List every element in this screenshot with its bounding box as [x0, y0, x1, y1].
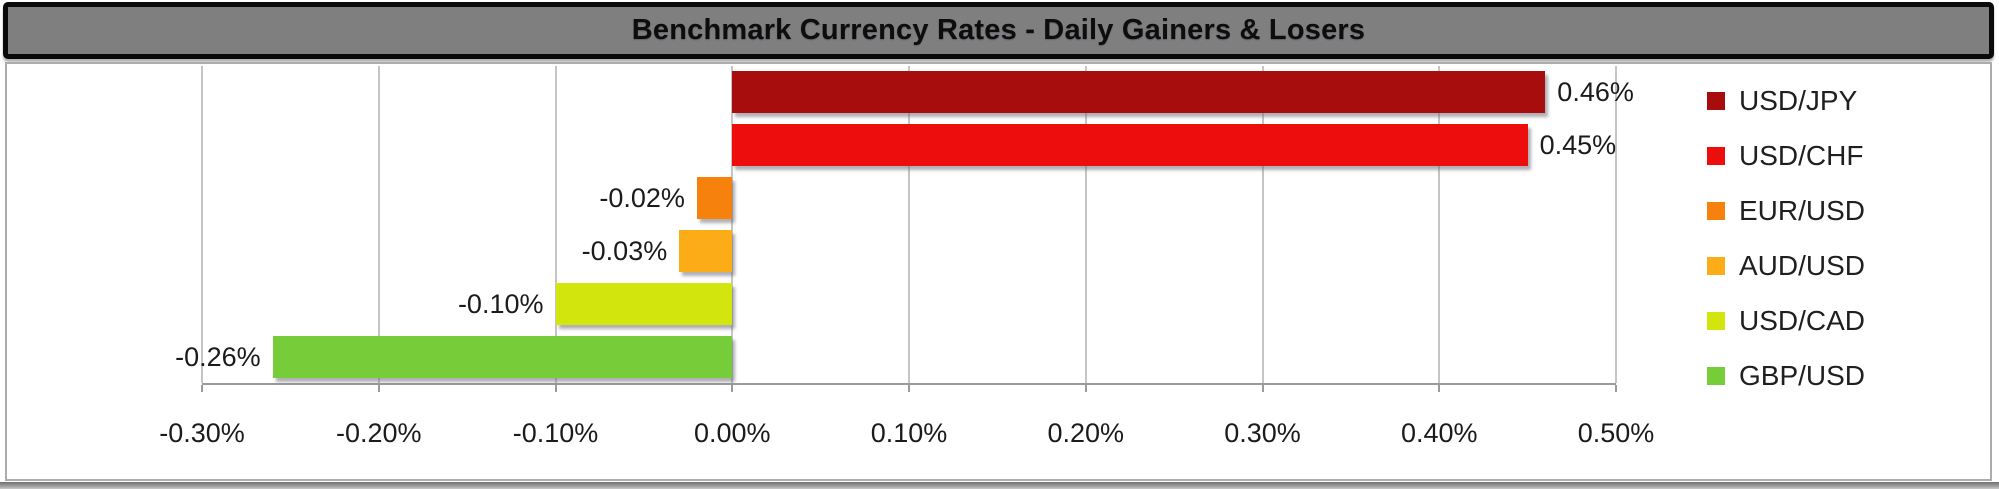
bar-value-label: -0.02%	[599, 183, 685, 214]
legend-item-eur-usd: EUR/USD	[1707, 196, 1865, 226]
bar-usd-jpy	[732, 71, 1546, 114]
axis-tick	[1084, 385, 1087, 392]
legend-label: USD/CHF	[1739, 140, 1864, 171]
legend-item-usd-cad: USD/CAD	[1707, 306, 1865, 336]
legend-swatch-icon	[1707, 312, 1725, 330]
legend-item-gbp-usd: GBP/USD	[1707, 361, 1865, 391]
axis-tick	[1615, 385, 1617, 392]
next-section-top-edge	[0, 482, 1999, 489]
x-axis: -0.30% -0.20% -0.10% 0.00% 0.10% 0.20% 0.30% 0.…	[159, 417, 1654, 449]
chart-legend: USD/JPY USD/CHF EUR/USD AUD/USD USD/CAD GBP/U…	[1707, 86, 1865, 391]
chart-area: 0.46% 0.45% -0.02% -0.03% -0.10% -0.26% -0.30…	[5, 62, 1992, 481]
gridline	[554, 66, 557, 383]
x-tick-label: -0.20%	[335, 418, 422, 448]
axis-tick	[1261, 385, 1264, 392]
legend-label: GBP/USD	[1739, 360, 1866, 391]
legend-label: EUR/USD	[1739, 195, 1866, 226]
axis-tick	[554, 385, 557, 392]
axis-tick	[201, 385, 203, 392]
bar-value-label: 0.46%	[1557, 77, 1634, 108]
bar-usd-chf	[732, 124, 1528, 167]
legend-item-usd-jpy: USD/JPY	[1707, 86, 1865, 116]
gridline	[1261, 66, 1264, 383]
gridline	[1615, 66, 1617, 383]
x-tick-label: 0.00%	[693, 418, 771, 448]
legend-label: USD/JPY	[1739, 85, 1858, 116]
legend-swatch-icon	[1707, 202, 1725, 220]
x-tick-label: -0.30%	[159, 418, 245, 448]
gridline	[377, 66, 380, 383]
gridline	[1084, 66, 1087, 383]
legend-label: AUD/USD	[1739, 250, 1866, 281]
x-tick-label: -0.10%	[512, 418, 599, 448]
x-tick-label: 0.50%	[1577, 418, 1655, 448]
gridline	[908, 66, 910, 383]
x-tick-label: 0.30%	[1224, 418, 1301, 448]
axis-tick	[377, 385, 380, 392]
axis-tick	[731, 385, 734, 392]
legend-item-aud-usd: AUD/USD	[1707, 251, 1865, 281]
gridline	[201, 66, 203, 383]
legend-swatch-icon	[1707, 257, 1725, 275]
bar-value-label: -0.10%	[457, 288, 544, 319]
axis-tick	[1438, 385, 1441, 392]
chart-title-bar: Benchmark Currency Rates - Daily Gainers…	[3, 2, 1994, 59]
x-tick-label: 0.10%	[870, 418, 948, 448]
chart-title: Benchmark Currency Rates - Daily Gainers…	[631, 14, 1366, 46]
axis-tick	[908, 385, 910, 392]
x-tick-label: 0.40%	[1400, 418, 1478, 448]
gridline	[1438, 66, 1441, 383]
legend-label: USD/CAD	[1739, 305, 1866, 336]
legend-swatch-icon	[1707, 147, 1725, 165]
bar-aud-usd	[679, 229, 733, 272]
legend-swatch-icon	[1707, 367, 1725, 385]
bar-gbp-usd	[272, 335, 733, 378]
plot-area: 0.46% 0.45% -0.02% -0.03% -0.10% -0.26%	[175, 66, 1634, 392]
bar-value-label: -0.03%	[581, 235, 668, 266]
bar-value-label: 0.45%	[1539, 130, 1617, 161]
bar-eur-usd	[696, 177, 733, 220]
legend-swatch-icon	[1707, 92, 1725, 110]
bar-value-label: -0.26%	[175, 341, 261, 372]
gridline	[731, 66, 734, 383]
x-tick-label: 0.20%	[1047, 418, 1125, 448]
bar-usd-cad	[555, 282, 733, 325]
legend-item-usd-chf: USD/CHF	[1707, 141, 1865, 171]
